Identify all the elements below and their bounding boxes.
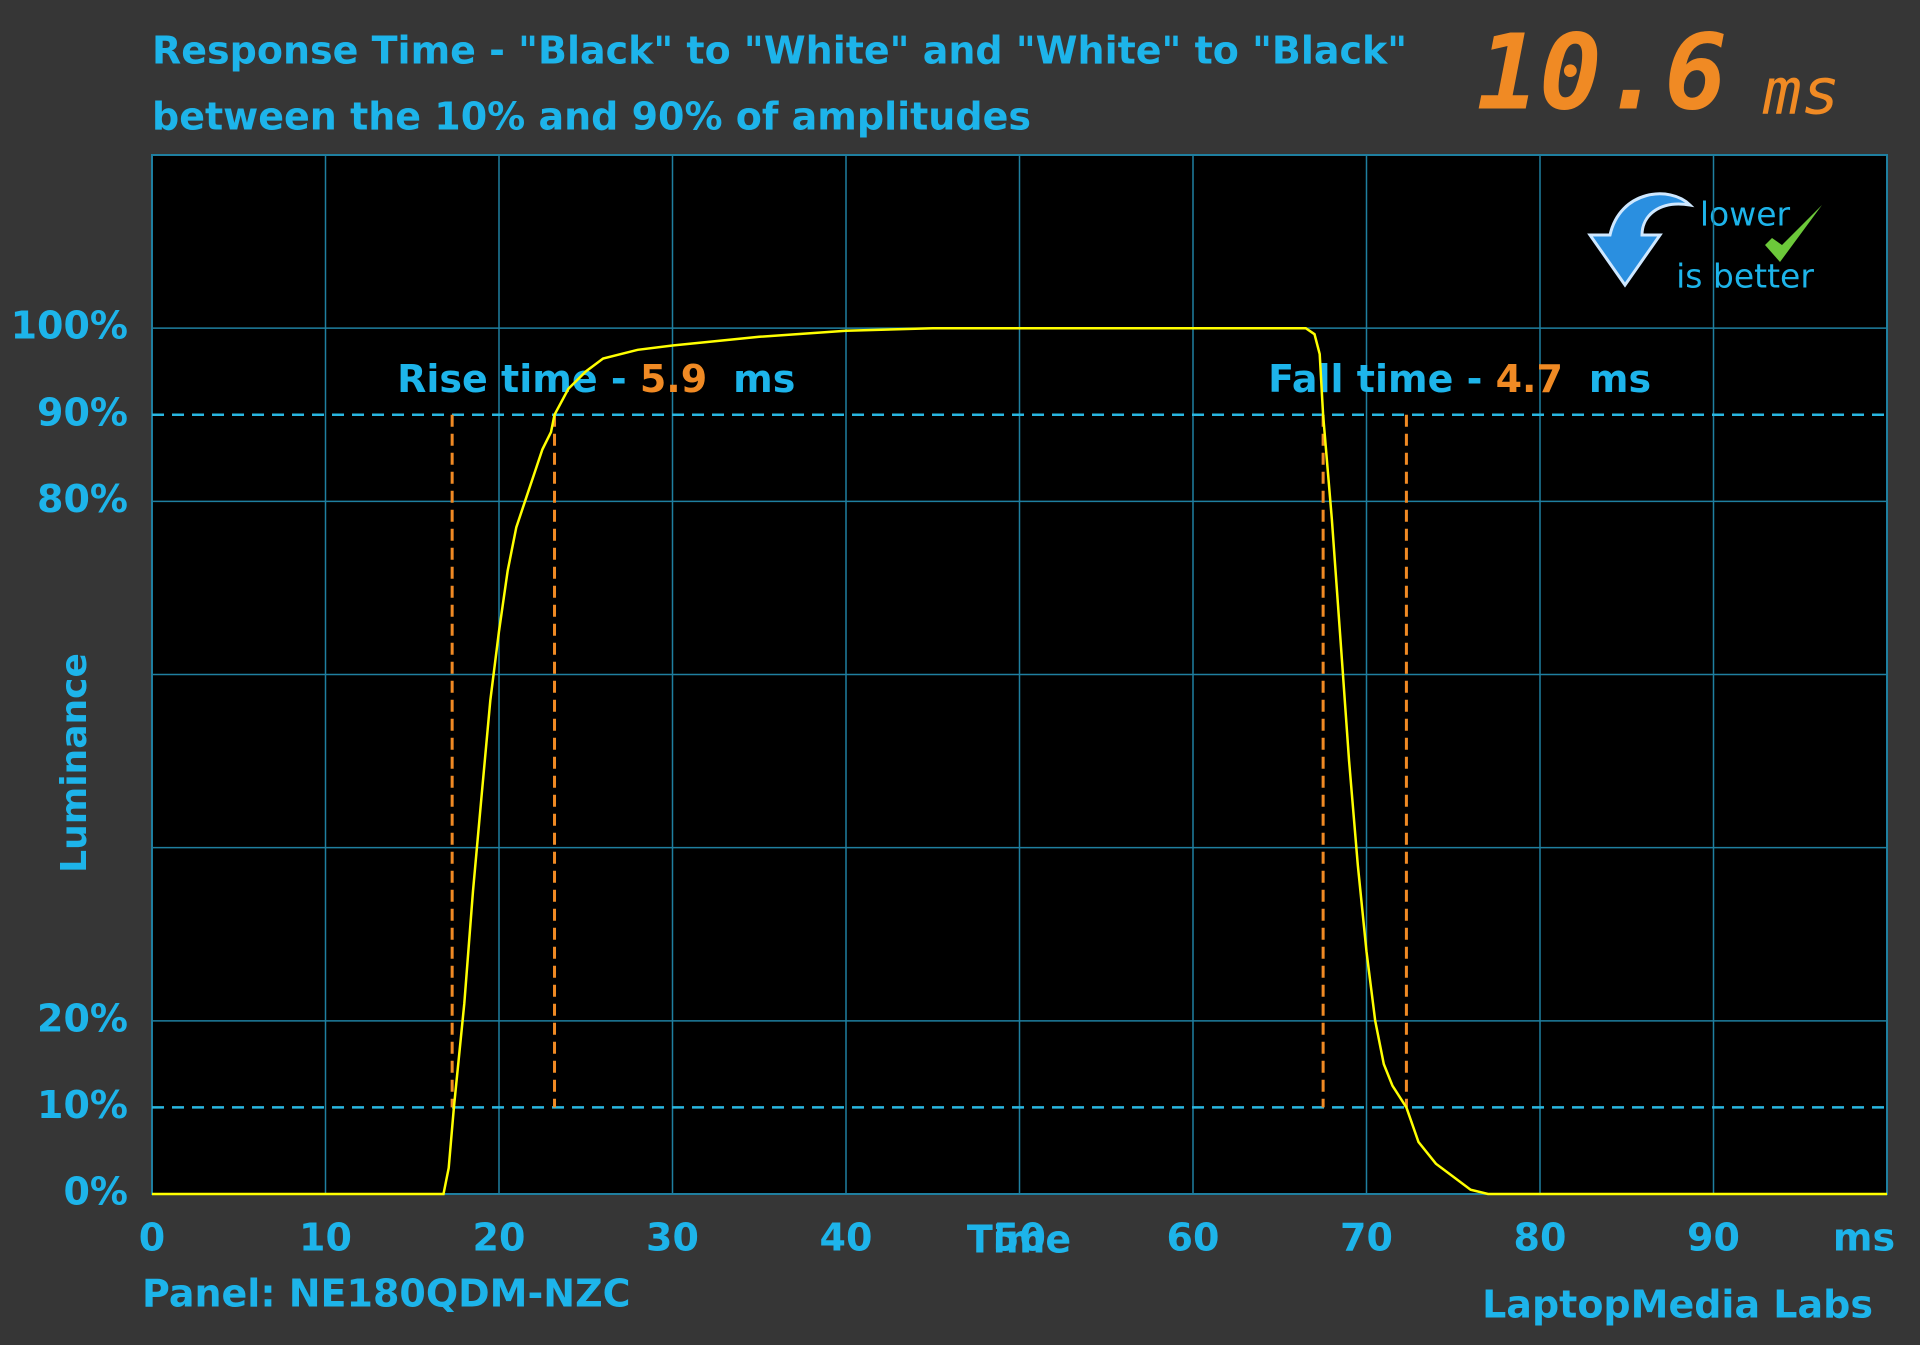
y-tick-label: 10%: [37, 1083, 128, 1127]
annotation: Rise time - 5.9 ms: [397, 357, 795, 401]
annotation-label: Fall time -: [1268, 357, 1495, 401]
x-tick-label: 80: [1514, 1216, 1567, 1260]
footer-panel: Panel: NE180QDM-NZC: [142, 1272, 631, 1316]
annotation-unit: ms: [1589, 357, 1651, 401]
display-value: 10.6: [1477, 11, 1727, 133]
x-tick-label: 10: [299, 1216, 352, 1260]
display-unit: ms: [1762, 56, 1840, 130]
badge-text: lower: [1700, 195, 1791, 234]
x-tick-label: 40: [820, 1216, 873, 1260]
luminance-line: [152, 326, 1887, 1196]
x-tick-label: 30: [646, 1216, 699, 1260]
badge-icon: [1587, 192, 1822, 288]
badge-text: is better: [1676, 257, 1814, 296]
annotation-value: 4.7: [1496, 357, 1563, 401]
annotation: Fall time - 4.7 ms: [1268, 357, 1651, 401]
x-tick-label: 20: [473, 1216, 526, 1260]
y-tick-label: 0%: [63, 1170, 128, 1214]
annotation-label: Rise time -: [397, 357, 640, 401]
y-tick-label: 20%: [37, 996, 128, 1040]
x-tick-label: 70: [1340, 1216, 1393, 1260]
y-tick-label: 80%: [37, 477, 128, 521]
x-axis-unit: ms: [1833, 1216, 1895, 1260]
x-tick-label: 50: [993, 1216, 1046, 1260]
y-axis-label: Luminance: [54, 653, 95, 873]
y-tick-label: 90%: [37, 390, 128, 434]
annotation-value: 5.9: [640, 357, 707, 401]
x-axis-label: Time: [967, 1218, 1071, 1262]
chart-title: Response Time - "Black" to "White" and "…: [152, 29, 1407, 73]
x-tick-label: 60: [1167, 1216, 1220, 1260]
x-tick-label: 0: [139, 1216, 165, 1260]
chart-subtitle: between the 10% and 90% of amplitudes: [152, 95, 1031, 139]
y-tick-label: 100%: [11, 304, 128, 348]
x-tick-label: 90: [1687, 1216, 1740, 1260]
annotation-unit: ms: [733, 357, 795, 401]
footer-brand: LaptopMedia Labs: [1482, 1283, 1873, 1327]
